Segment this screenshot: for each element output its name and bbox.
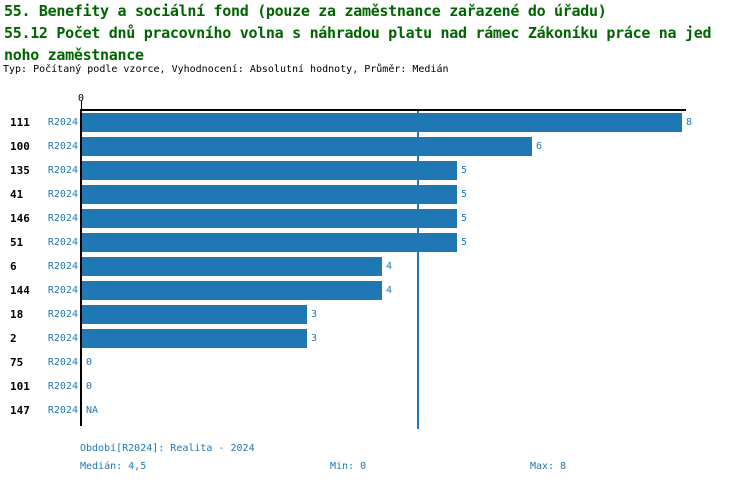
chart-row: 51 R2024 5 <box>0 231 750 255</box>
org-id-label: 100 <box>10 140 30 153</box>
bar <box>82 209 457 228</box>
chart-subtitle: Typ: Počítaný podle vzorce, Vyhodnocení:… <box>3 64 449 75</box>
bar-value-label: 4 <box>386 261 393 272</box>
footer-min: Min: 0 <box>330 461 367 472</box>
bar <box>82 113 682 132</box>
org-id-label: 101 <box>10 380 30 393</box>
bar <box>82 137 532 156</box>
chart-title-line-1: 55. Benefity a sociální fond (pouze za z… <box>4 2 607 20</box>
bar <box>82 233 457 252</box>
org-id-label: 2 <box>10 332 17 345</box>
bar-value-label: 3 <box>311 333 318 344</box>
bar-value-label: 6 <box>536 141 543 152</box>
bar <box>82 305 307 324</box>
bar-value-label: NA <box>86 405 99 416</box>
org-id-label: 144 <box>10 284 30 297</box>
period-label: R2024 <box>47 285 78 296</box>
chart-title-line-2: 55.12 Počet dnů pracovního volna s náhra… <box>4 24 712 42</box>
org-id-label: 18 <box>10 308 24 321</box>
bar-value-label: 5 <box>461 237 468 248</box>
org-id-label: 111 <box>10 116 30 129</box>
period-label: R2024 <box>47 357 78 368</box>
chart-row: 111 R2024 8 <box>0 111 750 135</box>
period-label: R2024 <box>47 381 78 392</box>
bar-value-label: 5 <box>461 189 468 200</box>
org-id-label: 51 <box>10 236 24 249</box>
bar-value-label: 0 <box>86 357 93 368</box>
bar <box>82 281 382 300</box>
bar-value-label: 8 <box>686 117 693 128</box>
x-axis-zero-tick-mark <box>81 101 82 110</box>
footer-median: Medián: 4,5 <box>80 461 147 472</box>
period-label: R2024 <box>47 189 78 200</box>
period-label: R2024 <box>47 333 78 344</box>
bar-value-label: 4 <box>386 285 393 296</box>
org-id-label: 147 <box>10 404 30 417</box>
bar <box>82 161 457 180</box>
chart-row: 100 R2024 6 <box>0 135 750 159</box>
chart-title-line-3: noho zaměstnance <box>4 46 144 64</box>
chart-row: 147 R2024 NA <box>0 399 750 423</box>
y-axis-line <box>80 109 82 426</box>
org-id-label: 6 <box>10 260 17 273</box>
org-id-label: 146 <box>10 212 30 225</box>
chart-row: 6 R2024 4 <box>0 255 750 279</box>
chart-row: 101 R2024 0 <box>0 375 750 399</box>
bar <box>82 329 307 348</box>
org-id-label: 135 <box>10 164 30 177</box>
bar-value-label: 5 <box>461 213 468 224</box>
chart-row: 144 R2024 4 <box>0 279 750 303</box>
x-axis-line <box>81 109 686 111</box>
x-axis-zero-tick-label: 0 <box>77 93 85 104</box>
period-label: R2024 <box>47 261 78 272</box>
period-label: R2024 <box>47 237 78 248</box>
chart-row: 18 R2024 3 <box>0 303 750 327</box>
bar <box>82 185 457 204</box>
period-label: R2024 <box>47 213 78 224</box>
org-id-label: 75 <box>10 356 24 369</box>
period-label: R2024 <box>47 141 78 152</box>
median-reference-line <box>417 109 419 429</box>
period-label: R2024 <box>47 309 78 320</box>
footer-max: Max: 8 <box>530 461 567 472</box>
period-label: R2024 <box>47 165 78 176</box>
chart-row: 2 R2024 3 <box>0 327 750 351</box>
chart-row: 75 R2024 0 <box>0 351 750 375</box>
bar-value-label: 5 <box>461 165 468 176</box>
bar-value-label: 0 <box>86 381 93 392</box>
org-id-label: 41 <box>10 188 24 201</box>
footer-period-info: Období[R2024]: Realita - 2024 <box>80 443 255 454</box>
chart-row: 146 R2024 5 <box>0 207 750 231</box>
chart-row: 135 R2024 5 <box>0 159 750 183</box>
period-label: R2024 <box>47 405 78 416</box>
period-label: R2024 <box>47 117 78 128</box>
bar <box>82 257 382 276</box>
chart-rows: 111 R2024 8 100 R2024 6 135 R2024 5 41 R2024 5 146 R2… <box>0 111 750 423</box>
bar-value-label: 3 <box>311 309 318 320</box>
chart-row: 41 R2024 5 <box>0 183 750 207</box>
